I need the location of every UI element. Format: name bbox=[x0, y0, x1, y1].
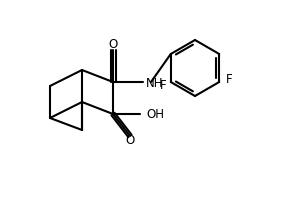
Text: O: O bbox=[125, 134, 134, 148]
Text: F: F bbox=[226, 72, 233, 86]
Text: OH: OH bbox=[146, 108, 164, 121]
Text: F: F bbox=[160, 78, 166, 91]
Text: NH: NH bbox=[146, 76, 164, 89]
Text: O: O bbox=[108, 37, 118, 50]
